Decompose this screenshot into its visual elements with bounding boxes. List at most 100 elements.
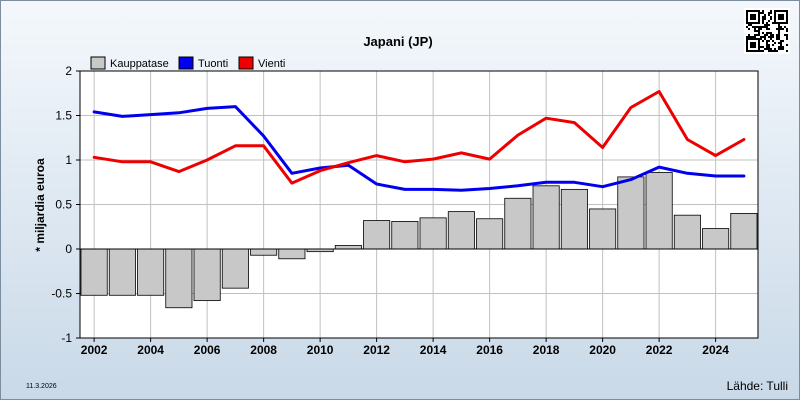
bar-kauppatase <box>589 208 617 250</box>
qr-module <box>754 38 756 40</box>
qr-module <box>746 44 748 46</box>
qr-module <box>780 14 782 16</box>
qr-module <box>752 26 754 28</box>
bar-kauppatase <box>221 248 249 289</box>
bar-kauppatase <box>334 245 362 250</box>
qr-module <box>784 26 786 28</box>
bar-kauppatase <box>419 217 447 250</box>
qr-module <box>754 14 756 16</box>
qr-module <box>760 50 762 52</box>
qr-module <box>780 48 782 50</box>
qr-module <box>762 32 764 34</box>
series-lines <box>92 90 746 192</box>
qr-module <box>770 36 772 38</box>
qr-module <box>772 36 774 38</box>
qr-module <box>762 46 764 48</box>
qr-module <box>746 48 748 50</box>
qr-module <box>768 46 770 48</box>
qr-module <box>764 18 766 20</box>
chart-title: Japani (JP) <box>363 34 432 49</box>
qr-module <box>748 34 750 36</box>
y-tick-label: 1.5 <box>55 109 72 123</box>
qr-module <box>758 50 760 52</box>
qr-module <box>784 22 786 24</box>
x-tick-label: 2016 <box>476 343 503 357</box>
qr-module <box>782 18 784 20</box>
qr-module <box>780 44 782 46</box>
qr-module <box>780 28 782 30</box>
qr-module <box>758 38 760 40</box>
bar-kauppatase <box>278 248 306 260</box>
qr-module <box>746 40 748 42</box>
qr-module <box>778 36 780 38</box>
qr-module <box>778 42 780 44</box>
qr-code-icon <box>744 8 790 54</box>
qr-module <box>764 48 766 50</box>
qr-module <box>762 22 764 24</box>
qr-module <box>754 50 756 52</box>
qr-module <box>746 46 748 48</box>
qr-module <box>764 14 766 16</box>
x-tick-label: 2020 <box>589 343 616 357</box>
qr-module <box>782 16 784 18</box>
x-tick-label: 2022 <box>646 343 673 357</box>
qr-module <box>768 14 770 16</box>
y-axis-label: * miljardia euroa <box>33 158 47 252</box>
y-tick-label: 0.5 <box>55 198 72 212</box>
qr-module <box>766 46 768 48</box>
qr-module <box>774 12 776 14</box>
qr-module <box>786 10 788 12</box>
y-tick-label: 0 <box>65 242 72 256</box>
qr-module <box>762 16 764 18</box>
qr-module <box>772 34 774 36</box>
qr-module <box>750 44 752 46</box>
qr-module <box>782 46 784 48</box>
y-tick-label: -1 <box>61 331 72 345</box>
qr-module <box>780 26 782 28</box>
qr-module <box>780 22 782 24</box>
qr-module <box>776 36 778 38</box>
qr-module <box>782 40 784 42</box>
qr-module <box>746 16 748 18</box>
qr-module <box>778 32 780 34</box>
qr-module <box>778 14 780 16</box>
qr-module <box>774 50 776 52</box>
qr-module <box>750 50 752 52</box>
qr-module <box>748 22 750 24</box>
qr-module <box>752 50 754 52</box>
qr-module <box>750 22 752 24</box>
qr-module <box>778 16 780 18</box>
qr-module <box>768 36 770 38</box>
qr-module <box>762 36 764 38</box>
qr-module <box>754 46 756 48</box>
qr-module <box>780 10 782 12</box>
qr-module <box>764 26 766 28</box>
qr-module <box>766 26 768 28</box>
qr-module <box>764 16 766 18</box>
bar-kauppatase <box>673 214 701 250</box>
qr-module <box>754 30 756 32</box>
qr-module <box>762 20 764 22</box>
qr-module <box>758 32 760 34</box>
qr-module <box>786 20 788 22</box>
qr-module <box>778 28 780 30</box>
qr-module <box>752 16 754 18</box>
qr-module <box>776 10 778 12</box>
footer-source: Lähde: Tulli <box>727 379 788 393</box>
qr-module <box>778 10 780 12</box>
qr-module <box>758 40 760 42</box>
qr-module <box>786 28 788 30</box>
line-vienti <box>92 90 746 185</box>
qr-module <box>746 20 748 22</box>
qr-module <box>752 18 754 20</box>
qr-module <box>748 24 750 26</box>
qr-module <box>772 50 774 52</box>
qr-module <box>768 32 770 34</box>
qr-module <box>746 50 748 52</box>
qr-module <box>762 10 764 12</box>
qr-module <box>782 28 784 30</box>
qr-module <box>786 36 788 38</box>
qr-module <box>768 24 770 26</box>
qr-module <box>766 28 768 30</box>
qr-module <box>760 28 762 30</box>
